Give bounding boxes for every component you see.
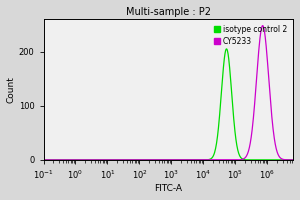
Y-axis label: Count: Count <box>7 76 16 103</box>
Title: Multi-sample : P2: Multi-sample : P2 <box>126 7 211 17</box>
X-axis label: FITC-A: FITC-A <box>154 184 182 193</box>
Legend: isotype control 2, CY5233: isotype control 2, CY5233 <box>211 23 289 48</box>
